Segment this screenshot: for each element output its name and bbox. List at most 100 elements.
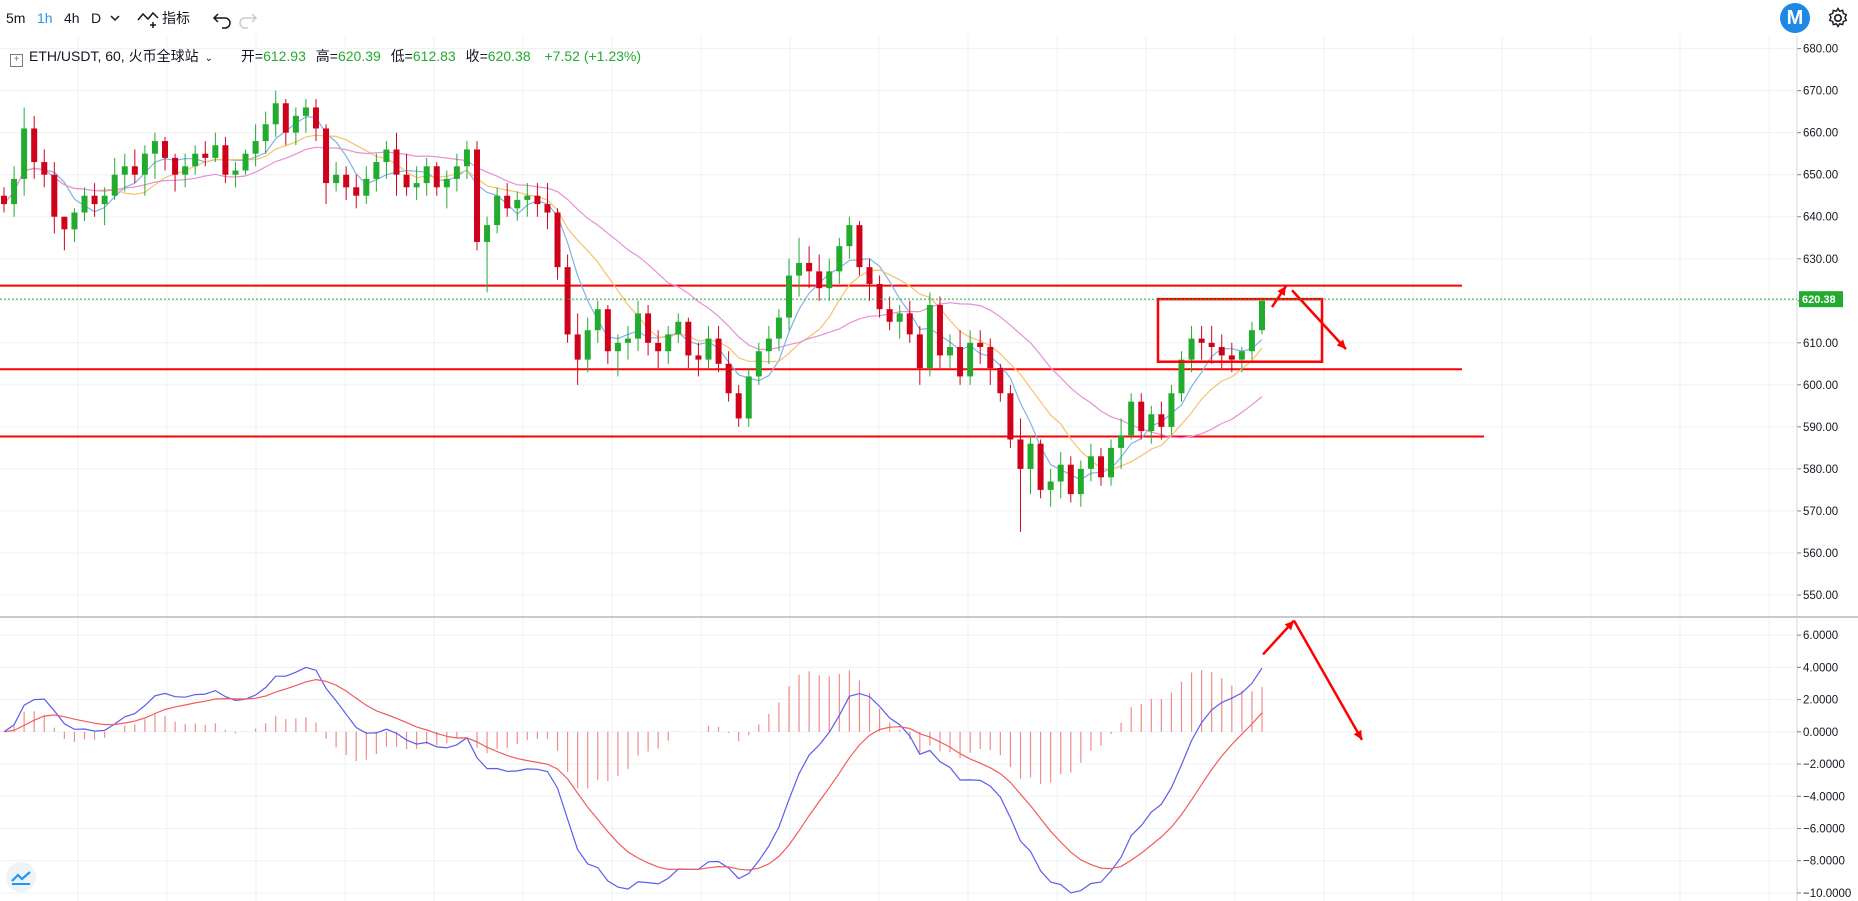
candle-body: [514, 199, 521, 209]
candle-body: [806, 262, 813, 272]
candle-body: [222, 145, 229, 175]
candle-body: [544, 204, 551, 213]
close-value: 620.38: [487, 48, 531, 64]
candle-body: [1248, 330, 1255, 352]
candlesticks: [1, 90, 1265, 532]
price-tick-label: 550.00: [1803, 590, 1838, 602]
macd-tick-label: 2.0000: [1803, 695, 1838, 707]
interval-5m-button[interactable]: 5m: [6, 10, 26, 26]
candle-body: [765, 338, 772, 352]
candle-body: [947, 347, 954, 356]
candle-body: [151, 141, 158, 154]
macd-arrow-down: [1292, 619, 1364, 741]
redo-icon[interactable]: [236, 6, 260, 30]
chevron-down-icon[interactable]: ⌄: [204, 53, 213, 64]
exchange-logo[interactable]: M: [1780, 3, 1810, 33]
candle-body: [1148, 414, 1155, 432]
candle-body: [282, 103, 289, 133]
candle-body: [1158, 414, 1165, 427]
candle-body: [323, 128, 330, 184]
candle-body: [906, 313, 913, 335]
candle-body: [1178, 359, 1185, 394]
ma-fast-line: [3, 116, 1263, 481]
candle-body: [1108, 447, 1115, 478]
candle-body: [162, 141, 169, 158]
candle-body: [453, 166, 460, 179]
interval-4h-button[interactable]: 4h: [64, 10, 80, 26]
macd-tick-label: −8.0000: [1803, 856, 1845, 868]
candle-body: [785, 275, 792, 318]
candle-body: [916, 334, 923, 369]
candle-body: [1, 195, 7, 205]
candle-body: [846, 225, 853, 247]
candle-body: [876, 283, 883, 310]
interval-dropdown-icon[interactable]: [108, 12, 122, 24]
interval-d-button[interactable]: D: [91, 10, 102, 26]
candle-body: [182, 166, 189, 175]
candle-body: [101, 195, 108, 205]
candle-body: [21, 128, 28, 179]
candle-body: [413, 183, 420, 188]
candle-body: [494, 195, 501, 226]
candle-body: [292, 115, 299, 133]
price-tick-label: 600.00: [1803, 380, 1838, 392]
gear-icon[interactable]: [1826, 6, 1850, 30]
price-tick-label: 680.00: [1803, 44, 1838, 56]
candle-body: [363, 178, 370, 196]
candle-body: [1057, 464, 1064, 482]
macd-tick-label: 6.0000: [1803, 630, 1838, 642]
candle-body: [1118, 435, 1125, 448]
candle-body: [373, 162, 380, 179]
candle-body: [463, 149, 470, 167]
candle-body: [393, 149, 400, 175]
candle-body: [594, 309, 601, 331]
close-label: 收=: [465, 48, 488, 64]
axes: 680.00 670.00 660.00 650.00 640.00 630.00 620.…: [0, 36, 1858, 901]
candle-body: [584, 330, 591, 360]
candle-body: [856, 225, 863, 268]
candle-body: [796, 262, 803, 276]
candle-body: [71, 212, 78, 230]
candle-body: [1097, 456, 1104, 478]
candle-body: [252, 141, 259, 154]
candle-body: [1228, 355, 1235, 360]
candle-body: [11, 178, 18, 205]
candle-body: [1259, 300, 1265, 331]
tradingview-logo[interactable]: [6, 862, 36, 892]
legend-collapse-icon[interactable]: +: [10, 54, 23, 67]
candle-body: [1007, 393, 1014, 440]
candle-body: [645, 313, 652, 343]
current-price-label: 620.38: [1802, 294, 1836, 306]
top-toolbar: 5m 1h 4h D 指标 M: [0, 0, 1858, 36]
candle-body: [1198, 338, 1205, 343]
ma-slow-line: [3, 146, 1263, 439]
indicators-icon[interactable]: [136, 6, 160, 30]
macd-pane: [3, 666, 1263, 894]
candle-body: [554, 212, 561, 268]
candle-body: [61, 216, 68, 230]
signal-line: [3, 678, 1263, 871]
candle-body: [604, 309, 611, 352]
candle-body: [1087, 456, 1094, 469]
macd-tick-label: −6.0000: [1803, 823, 1845, 835]
candle-body: [1208, 342, 1215, 348]
symbol-label[interactable]: ETH/USDT, 60, 火币全球站: [29, 48, 199, 64]
candle-body: [685, 321, 692, 356]
candle-body: [665, 334, 672, 352]
open-value: 612.93: [263, 48, 306, 64]
candle-body: [614, 342, 621, 352]
candle-body: [474, 149, 481, 242]
candle-body: [272, 103, 279, 125]
candle-body: [31, 128, 38, 163]
macd-tick-label: 0.0000: [1803, 727, 1838, 739]
candle-body: [1047, 481, 1054, 490]
chart-grid: [0, 36, 1795, 901]
price-axis: 680.00 670.00 660.00 650.00 640.00 630.00 620.…: [1797, 44, 1838, 602]
macd-tick-label: −4.0000: [1803, 791, 1845, 803]
interval-1h-button[interactable]: 1h: [37, 10, 53, 26]
indicators-button[interactable]: 指标: [162, 10, 190, 26]
macd-tick-label: −10.0000: [1803, 888, 1851, 900]
candle-body: [443, 178, 450, 188]
undo-icon[interactable]: [210, 6, 234, 30]
